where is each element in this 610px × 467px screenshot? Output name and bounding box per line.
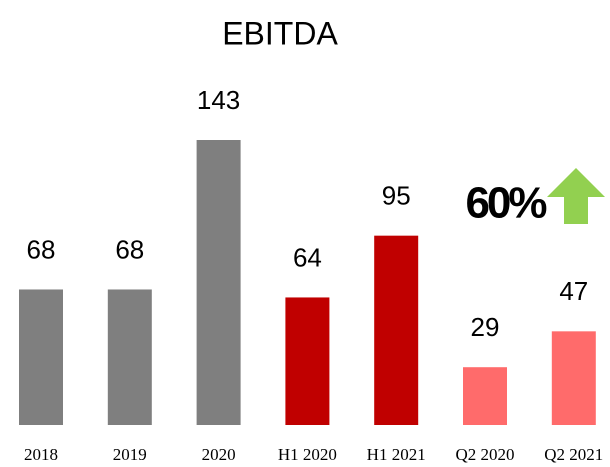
data-label: 95 bbox=[382, 181, 411, 211]
annotation: 60% bbox=[465, 179, 546, 228]
bar bbox=[374, 235, 419, 425]
bar bbox=[551, 331, 596, 425]
x-tick-label: Q2 2020 bbox=[455, 445, 514, 464]
data-label: 68 bbox=[27, 234, 56, 264]
bar bbox=[196, 140, 241, 425]
data-label: 29 bbox=[471, 312, 500, 342]
x-tick-label: H1 2020 bbox=[278, 445, 337, 464]
data-label: 68 bbox=[115, 234, 144, 264]
up-arrow bbox=[547, 168, 605, 224]
data-label: 64 bbox=[293, 242, 322, 272]
x-tick-label: 2020 bbox=[202, 445, 236, 464]
x-tick-label: 2019 bbox=[113, 445, 147, 464]
x-tick-label: Q2 2021 bbox=[544, 445, 603, 464]
bar bbox=[463, 367, 507, 425]
bar bbox=[285, 297, 330, 425]
data-label: 143 bbox=[197, 85, 240, 115]
bar bbox=[107, 289, 152, 425]
chart-title: EBITDA bbox=[222, 15, 338, 51]
data-label: 47 bbox=[559, 276, 588, 306]
bar bbox=[19, 289, 63, 425]
x-tick-label: H1 2021 bbox=[367, 445, 426, 464]
x-tick-label: 2018 bbox=[24, 445, 58, 464]
